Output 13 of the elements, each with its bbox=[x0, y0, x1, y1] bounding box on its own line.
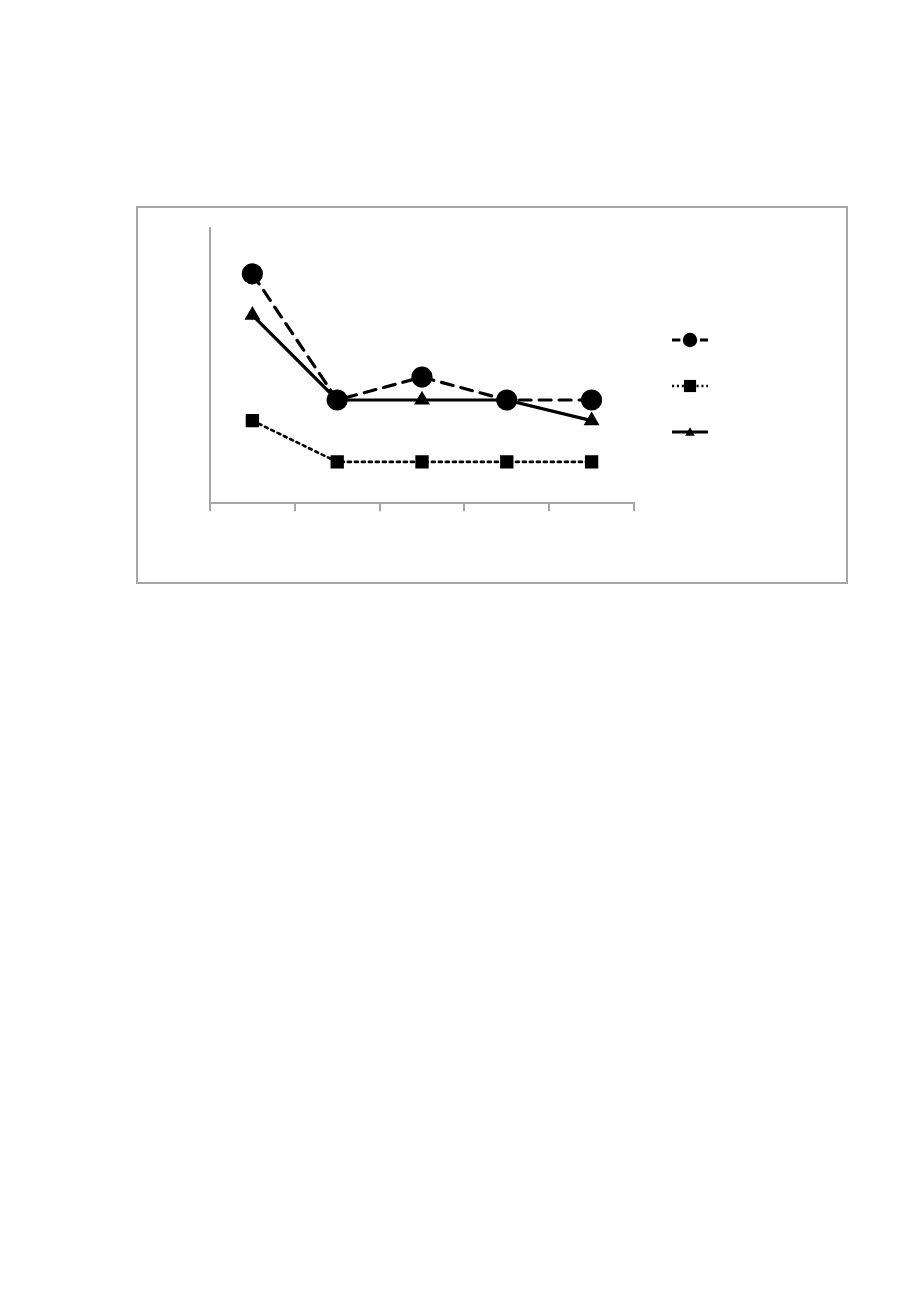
point bbox=[415, 392, 429, 405]
point bbox=[496, 389, 518, 411]
point bbox=[584, 413, 599, 426]
point bbox=[241, 263, 263, 285]
point bbox=[581, 389, 603, 411]
point bbox=[500, 455, 514, 469]
point bbox=[415, 455, 429, 469]
point bbox=[411, 366, 433, 388]
point bbox=[245, 307, 260, 320]
point bbox=[245, 413, 260, 428]
point bbox=[330, 455, 344, 469]
point bbox=[326, 389, 348, 411]
point bbox=[584, 455, 599, 469]
